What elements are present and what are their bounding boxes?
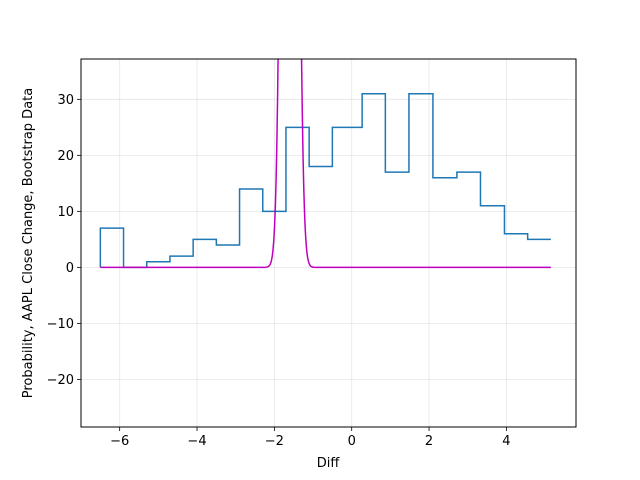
x-tick-label: 4 bbox=[502, 434, 510, 449]
y-tick-label: −10 bbox=[47, 317, 74, 332]
x-tick-label: −6 bbox=[110, 434, 129, 449]
x-tick-label: 0 bbox=[348, 434, 356, 449]
plot-frame bbox=[80, 58, 577, 428]
y-axis: −20 −10 0 10 20 30 bbox=[47, 93, 81, 388]
y-tick-label: 0 bbox=[66, 261, 74, 276]
x-tick-label: −4 bbox=[187, 434, 206, 449]
y-tick-label: 20 bbox=[57, 149, 74, 164]
y-tick-label: −20 bbox=[47, 373, 74, 388]
y-tick-label: 10 bbox=[57, 205, 74, 220]
series-layer bbox=[99, 59, 551, 269]
step-series-line bbox=[99, 92, 551, 269]
y-axis-label: Probability, AAPL Close Change, Bootstra… bbox=[21, 88, 36, 398]
x-tick-label: 2 bbox=[425, 434, 433, 449]
x-axis: −6 −4 −2 0 2 4 bbox=[110, 427, 511, 449]
x-tick-label: −2 bbox=[265, 434, 284, 449]
x-axis-label: Diff bbox=[317, 456, 341, 471]
plot-area bbox=[81, 59, 576, 427]
y-tick-label: 30 bbox=[57, 93, 74, 108]
gaussian-series-line bbox=[100, 59, 551, 269]
